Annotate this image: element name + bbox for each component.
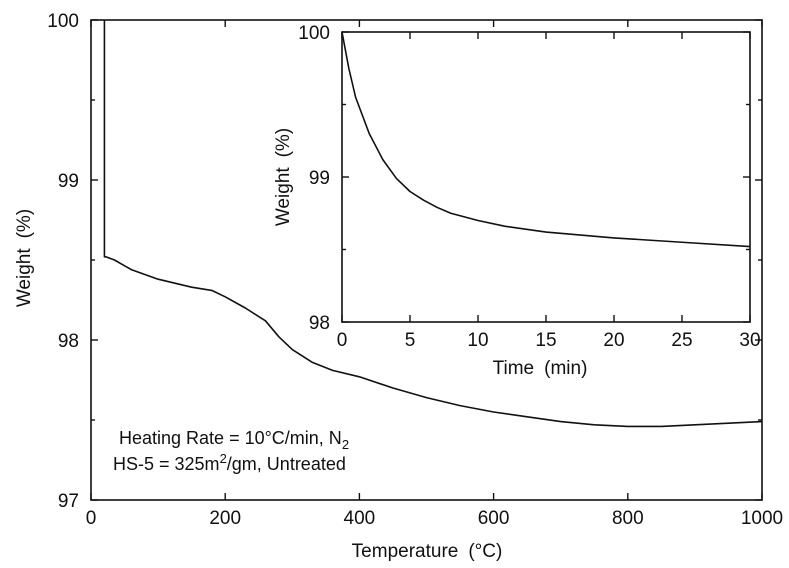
inset-x-tick-label: 10 (467, 330, 488, 351)
inset-y-tick-label: 99 (309, 168, 330, 189)
inset-x-axis-label: Time (min) (493, 358, 588, 379)
inset-x-tick-label: 25 (671, 330, 692, 351)
main-y-label-unit: (%) (14, 209, 35, 239)
sample-text: HS-5 = 325m (113, 454, 220, 474)
main-x-tick-label: 600 (478, 508, 510, 529)
inset-x-tick-label: 0 (337, 330, 348, 351)
main-y-label-text: Weight (14, 248, 35, 308)
main-y-tick-label: 100 (47, 11, 79, 32)
m2-superscript: 2 (220, 451, 227, 466)
inset-x-label-unit: (min) (544, 358, 587, 379)
inset-x-tick-label: 5 (405, 330, 416, 351)
main-x-label-text: Temperature (352, 541, 459, 562)
heating-rate-text: Heating Rate = 10°C/min, N (119, 428, 342, 448)
inset-y-label-text: Weight (273, 167, 294, 227)
inset-x-tick-label: 15 (535, 330, 556, 351)
main-y-axis-label: Weight (%) (14, 209, 35, 307)
main-y-tick-label: 99 (58, 171, 79, 192)
main-x-tick-label: 800 (612, 508, 644, 529)
main-x-axis-label: Temperature (°C) (352, 541, 503, 562)
inset-y-tick-label: 98 (309, 313, 330, 334)
main-x-tick-label: 200 (209, 508, 241, 529)
inset-axis-ticks: 0 5 10 15 20 25 30 98 99 100 (298, 23, 760, 351)
inset-x-label-text: Time (493, 358, 535, 379)
inset-background (342, 32, 750, 322)
sample-text-suffix: /gm, Untreated (227, 454, 346, 474)
sample-annotation: HS-5 = 325m2/gm, Untreated (113, 451, 346, 474)
main-y-tick-label: 98 (58, 331, 79, 352)
main-x-tick-label: 0 (86, 508, 97, 529)
main-x-label-unit: (°C) (468, 541, 502, 562)
main-x-tick-label: 1000 (741, 508, 783, 529)
main-x-tick-label: 400 (344, 508, 376, 529)
inset-y-label-unit: (%) (273, 128, 294, 158)
inset-x-tick-label: 30 (739, 330, 760, 351)
inset-x-tick-label: 20 (603, 330, 624, 351)
heating-rate-annotation: Heating Rate = 10°C/min, N2 (119, 428, 349, 452)
main-y-tick-label: 97 (58, 491, 79, 512)
inset-weight-curve (341, 31, 751, 248)
inset-y-tick-label: 100 (298, 23, 330, 44)
n2-subscript: 2 (342, 437, 349, 452)
main-weight-curve (103, 20, 763, 428)
inset-y-axis-label: Weight (%) (273, 128, 294, 226)
